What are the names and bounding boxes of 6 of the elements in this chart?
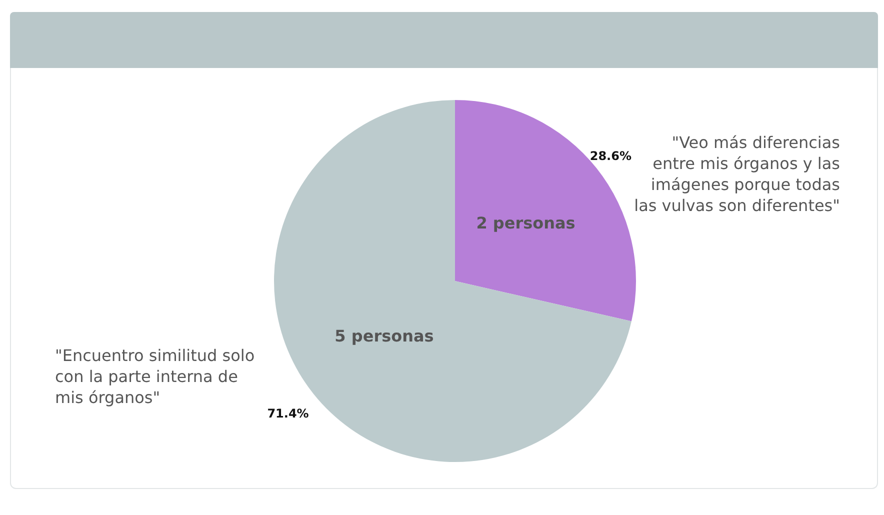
text: 71.4% bbox=[267, 406, 309, 420]
slice-label: "Encuentro similitud solo con la parte interna de mis órganos" bbox=[55, 345, 256, 408]
data-label: 5 personas bbox=[334, 326, 434, 346]
data-label: 2 personas bbox=[476, 214, 576, 233]
text: 28.6% bbox=[590, 148, 632, 163]
slice-label: "Veo más diferencias entre mis órganos y las imágenes porque todas las vulvas son diferentes" bbox=[634, 133, 840, 215]
